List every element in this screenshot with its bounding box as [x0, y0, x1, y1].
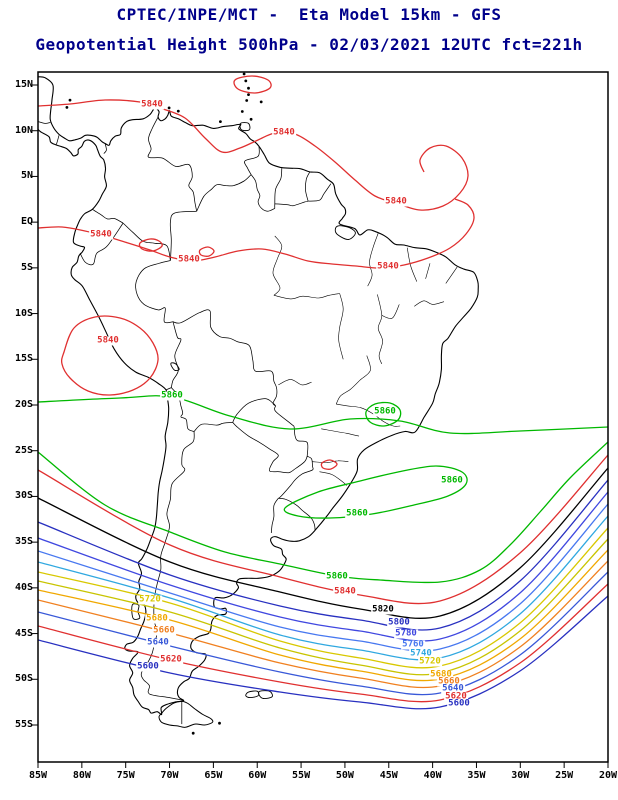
contour-label: 5660: [437, 676, 461, 687]
y-tick-label: 45S: [14, 627, 33, 639]
contour-label: 5840: [384, 196, 408, 207]
y-tick-label: 5S: [20, 261, 33, 273]
x-tick-label: 65W: [204, 770, 223, 781]
x-tick-label: 85W: [28, 770, 48, 781]
y-tick-label: 30S: [14, 490, 33, 502]
contour-label: 5720: [418, 656, 442, 667]
y-tick-label: 40S: [14, 581, 33, 593]
x-tick-label: 70W: [160, 770, 179, 781]
x-tick-label: 40W: [423, 770, 442, 781]
contour-label: 5800: [387, 617, 411, 628]
contour-label: 5780: [394, 628, 418, 639]
y-tick-label: EQ: [20, 216, 33, 228]
chart-title-line2: Geopotential Height 500hPa - 02/03/2021 …: [35, 35, 583, 54]
chart-title-line1: CPTEC/INPE/MCT - Eta Model 15km - GFS: [116, 5, 502, 24]
contour-label: 5660: [152, 625, 176, 636]
contour-label: 5720: [138, 594, 162, 605]
contour-label: 5600: [447, 698, 471, 709]
y-tick-label: 10N: [14, 124, 33, 136]
contour-label: 5860: [325, 571, 349, 582]
contour-label: 5860: [440, 475, 464, 486]
y-tick-label: 15S: [14, 353, 33, 365]
x-tick-label: 35W: [467, 770, 486, 781]
x-tick-label: 60W: [248, 770, 267, 781]
y-tick-label: 35S: [14, 536, 33, 548]
y-tick-label: 5N: [20, 170, 33, 182]
contour-label: 5860: [345, 508, 369, 519]
contour-label: 5840: [140, 99, 164, 110]
x-tick-label: 20W: [598, 770, 618, 781]
contour-label: 5680: [145, 613, 169, 624]
contour-label: 5860: [373, 406, 397, 417]
contour-label: 5680: [429, 669, 453, 680]
contour-label: 5820: [371, 604, 395, 615]
contour-label: 5620: [159, 654, 183, 665]
x-tick-label: 25W: [555, 770, 574, 781]
x-tick-label: 80W: [72, 770, 91, 781]
x-tick-label: 30W: [511, 770, 530, 781]
contour-label: 5760: [401, 639, 425, 650]
x-tick-label: 45W: [379, 770, 398, 781]
y-tick-label: 50S: [14, 673, 33, 685]
y-tick-label: 10S: [14, 307, 33, 319]
x-tick-label: 50W: [335, 770, 354, 781]
contour-label: 5840: [177, 254, 201, 265]
contour-label: 5840: [96, 335, 120, 346]
x-tick-label: 55W: [292, 770, 311, 781]
y-tick-label: 15N: [14, 79, 33, 90]
contour-label: 5620: [444, 691, 468, 702]
y-tick-label: 25S: [14, 444, 33, 456]
contour-label: 5640: [441, 683, 465, 694]
contour-label: 5840: [376, 261, 400, 272]
contour-label: 5740: [409, 648, 433, 659]
contour-label: 5840: [333, 586, 357, 597]
contour-label: 5840: [89, 229, 113, 240]
contour-label: 5640: [146, 637, 170, 648]
contour-label: 5860: [160, 390, 184, 401]
y-tick-label: 20S: [14, 398, 33, 410]
y-tick-label: 55S: [14, 718, 33, 730]
x-tick-label: 75W: [116, 770, 135, 781]
contour-label: 5840: [272, 127, 296, 138]
contour-label: 5600: [136, 661, 160, 672]
